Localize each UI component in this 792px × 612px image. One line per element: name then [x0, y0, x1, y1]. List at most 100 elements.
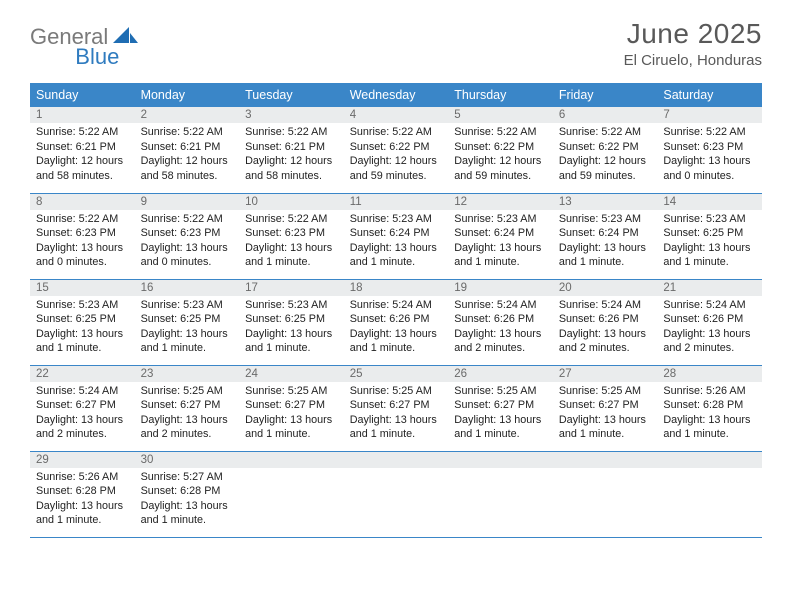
daylight-text: Daylight: 13 hours and 1 minute. — [350, 413, 443, 442]
day-number: 16 — [135, 280, 240, 296]
sunset-text: Sunset: 6:25 PM — [141, 312, 234, 327]
day-details: Sunrise: 5:25 AMSunset: 6:27 PMDaylight:… — [239, 382, 344, 446]
day-details: Sunrise: 5:22 AMSunset: 6:22 PMDaylight:… — [553, 123, 658, 187]
day-details-empty — [344, 468, 449, 474]
daylight-text: Daylight: 13 hours and 1 minute. — [36, 499, 129, 528]
day-number: 17 — [239, 280, 344, 296]
sunset-text: Sunset: 6:21 PM — [141, 140, 234, 155]
day-details: Sunrise: 5:22 AMSunset: 6:21 PMDaylight:… — [30, 123, 135, 187]
location-label: El Ciruelo, Honduras — [624, 52, 762, 69]
sunrise-text: Sunrise: 5:25 AM — [454, 384, 547, 399]
sunset-text: Sunset: 6:27 PM — [350, 398, 443, 413]
daylight-text: Daylight: 13 hours and 1 minute. — [559, 241, 652, 270]
day-details: Sunrise: 5:24 AMSunset: 6:26 PMDaylight:… — [448, 296, 553, 360]
day-details-empty — [657, 468, 762, 474]
sunset-text: Sunset: 6:22 PM — [559, 140, 652, 155]
day-number: 28 — [657, 366, 762, 382]
day-number: 14 — [657, 194, 762, 210]
calendar-cell: 27Sunrise: 5:25 AMSunset: 6:27 PMDayligh… — [553, 365, 658, 451]
sunrise-text: Sunrise: 5:24 AM — [350, 298, 443, 313]
day-details: Sunrise: 5:24 AMSunset: 6:27 PMDaylight:… — [30, 382, 135, 446]
day-number-empty — [239, 452, 344, 468]
day-details: Sunrise: 5:27 AMSunset: 6:28 PMDaylight:… — [135, 468, 240, 532]
sunrise-text: Sunrise: 5:22 AM — [36, 212, 129, 227]
daylight-text: Daylight: 13 hours and 1 minute. — [141, 327, 234, 356]
day-details: Sunrise: 5:23 AMSunset: 6:24 PMDaylight:… — [553, 210, 658, 274]
daylight-text: Daylight: 12 hours and 58 minutes. — [36, 154, 129, 183]
day-details: Sunrise: 5:22 AMSunset: 6:21 PMDaylight:… — [239, 123, 344, 187]
sunrise-text: Sunrise: 5:26 AM — [663, 384, 756, 399]
day-number: 2 — [135, 107, 240, 123]
daylight-text: Daylight: 13 hours and 1 minute. — [663, 413, 756, 442]
day-header: Friday — [553, 83, 658, 107]
sunset-text: Sunset: 6:24 PM — [454, 226, 547, 241]
calendar-cell: 28Sunrise: 5:26 AMSunset: 6:28 PMDayligh… — [657, 365, 762, 451]
day-header-row: Sunday Monday Tuesday Wednesday Thursday… — [30, 83, 762, 107]
calendar-cell: 25Sunrise: 5:25 AMSunset: 6:27 PMDayligh… — [344, 365, 449, 451]
day-details: Sunrise: 5:22 AMSunset: 6:23 PMDaylight:… — [135, 210, 240, 274]
day-details-empty — [239, 468, 344, 474]
calendar-cell: 12Sunrise: 5:23 AMSunset: 6:24 PMDayligh… — [448, 193, 553, 279]
day-number: 23 — [135, 366, 240, 382]
day-details-empty — [448, 468, 553, 474]
sunrise-text: Sunrise: 5:23 AM — [559, 212, 652, 227]
sunrise-text: Sunrise: 5:27 AM — [141, 470, 234, 485]
day-number: 27 — [553, 366, 658, 382]
daylight-text: Daylight: 13 hours and 0 minutes. — [36, 241, 129, 270]
day-number-empty — [553, 452, 658, 468]
brand-logo: General Blue — [30, 18, 185, 50]
daylight-text: Daylight: 13 hours and 1 minute. — [141, 499, 234, 528]
day-details: Sunrise: 5:22 AMSunset: 6:23 PMDaylight:… — [239, 210, 344, 274]
sunrise-text: Sunrise: 5:22 AM — [141, 212, 234, 227]
calendar-cell: 30Sunrise: 5:27 AMSunset: 6:28 PMDayligh… — [135, 451, 240, 537]
day-details: Sunrise: 5:22 AMSunset: 6:21 PMDaylight:… — [135, 123, 240, 187]
day-details: Sunrise: 5:24 AMSunset: 6:26 PMDaylight:… — [657, 296, 762, 360]
daylight-text: Daylight: 12 hours and 59 minutes. — [350, 154, 443, 183]
sunrise-text: Sunrise: 5:23 AM — [36, 298, 129, 313]
day-details: Sunrise: 5:25 AMSunset: 6:27 PMDaylight:… — [135, 382, 240, 446]
sunset-text: Sunset: 6:23 PM — [245, 226, 338, 241]
day-details: Sunrise: 5:26 AMSunset: 6:28 PMDaylight:… — [30, 468, 135, 532]
sunrise-text: Sunrise: 5:24 AM — [36, 384, 129, 399]
sunrise-text: Sunrise: 5:22 AM — [36, 125, 129, 140]
sunset-text: Sunset: 6:27 PM — [559, 398, 652, 413]
sunset-text: Sunset: 6:21 PM — [36, 140, 129, 155]
day-number: 13 — [553, 194, 658, 210]
title-block: June 2025 El Ciruelo, Honduras — [624, 18, 762, 69]
calendar-cell: 21Sunrise: 5:24 AMSunset: 6:26 PMDayligh… — [657, 279, 762, 365]
sunset-text: Sunset: 6:25 PM — [663, 226, 756, 241]
day-number: 11 — [344, 194, 449, 210]
brand-word-2: Blue — [75, 44, 119, 70]
sunset-text: Sunset: 6:21 PM — [245, 140, 338, 155]
daylight-text: Daylight: 12 hours and 59 minutes. — [454, 154, 547, 183]
day-number: 6 — [553, 107, 658, 123]
day-number: 30 — [135, 452, 240, 468]
sunset-text: Sunset: 6:26 PM — [559, 312, 652, 327]
daylight-text: Daylight: 13 hours and 1 minute. — [245, 241, 338, 270]
day-number: 4 — [344, 107, 449, 123]
calendar-cell: 4 Sunrise: 5:22 AMSunset: 6:22 PMDaylight… — [344, 107, 449, 193]
day-details: Sunrise: 5:23 AMSunset: 6:25 PMDaylight:… — [135, 296, 240, 360]
sunset-text: Sunset: 6:23 PM — [36, 226, 129, 241]
calendar-cell: 6Sunrise: 5:22 AMSunset: 6:22 PMDaylight… — [553, 107, 658, 193]
sunset-text: Sunset: 6:22 PM — [350, 140, 443, 155]
day-number: 21 — [657, 280, 762, 296]
day-number: 19 — [448, 280, 553, 296]
daylight-text: Daylight: 13 hours and 1 minute. — [245, 327, 338, 356]
calendar-cell: 7Sunrise: 5:22 AMSunset: 6:23 PMDaylight… — [657, 107, 762, 193]
calendar-cell — [553, 451, 658, 537]
day-number: 9 — [135, 194, 240, 210]
day-number: 10 — [239, 194, 344, 210]
day-header: Saturday — [657, 83, 762, 107]
sunset-text: Sunset: 6:24 PM — [559, 226, 652, 241]
sunset-text: Sunset: 6:28 PM — [141, 484, 234, 499]
day-details: Sunrise: 5:25 AMSunset: 6:27 PMDaylight:… — [553, 382, 658, 446]
sunrise-text: Sunrise: 5:22 AM — [350, 125, 443, 140]
daylight-text: Daylight: 13 hours and 1 minute. — [663, 241, 756, 270]
day-details: Sunrise: 5:22 AMSunset: 6:23 PMDaylight:… — [30, 210, 135, 274]
day-header: Monday — [135, 83, 240, 107]
day-number: 1 — [30, 107, 135, 123]
daylight-text: Daylight: 12 hours and 58 minutes. — [141, 154, 234, 183]
sunrise-text: Sunrise: 5:22 AM — [245, 125, 338, 140]
day-number: 26 — [448, 366, 553, 382]
